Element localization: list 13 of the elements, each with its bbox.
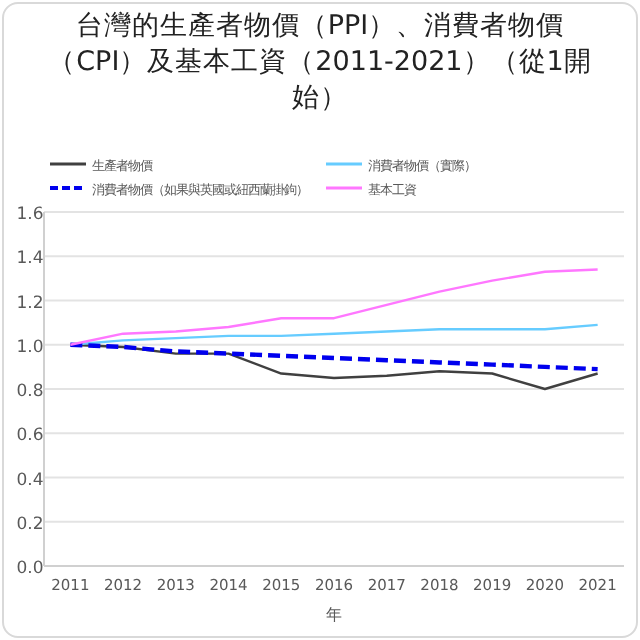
y-tick-label: 0.0 xyxy=(16,559,44,579)
y-tick-label: 1.4 xyxy=(16,249,44,270)
chart-title: 台灣的生產者物價（PPI）、消費者物價（CPI）及基本工資（2011-2021）（從1開始） xyxy=(46,8,594,116)
y-tick-label: 1.6 xyxy=(16,205,44,225)
y-tick-label: 0.6 xyxy=(16,426,44,447)
line-series xyxy=(69,268,599,346)
y-tick-label: 0.4 xyxy=(16,470,44,491)
y-tick-label: 1.2 xyxy=(16,293,44,314)
y-tick-label: 1.0 xyxy=(16,337,44,358)
y-tick-label: 0.2 xyxy=(16,514,44,535)
y-tick-label: 0.8 xyxy=(16,382,44,402)
line-series xyxy=(68,342,600,372)
x-axis-title: 年 xyxy=(326,606,342,624)
